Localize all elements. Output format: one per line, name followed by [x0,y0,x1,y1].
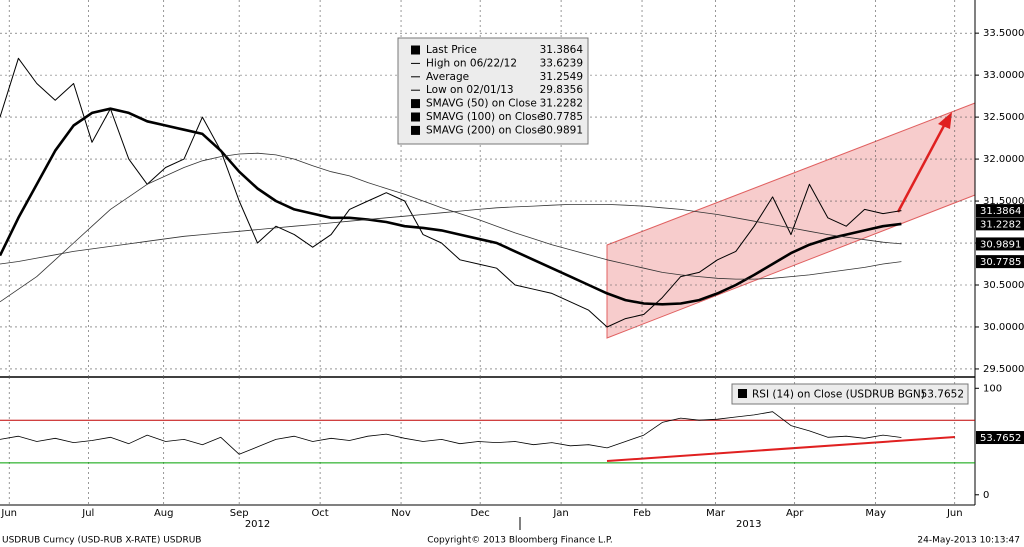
arrow [896,119,949,213]
legend-swatch [411,125,420,135]
x-tick-label: May [865,508,886,519]
legend-label: Low on 02/01/13 [426,84,514,96]
footer-center: Copyright© 2013 Bloomberg Finance L.P. [427,536,612,546]
x-tick-label: Sep [230,508,249,519]
x-tick-label: Apr [786,508,804,519]
value-badge-label: 31.3864 [980,206,1021,217]
rsi-trend-line [606,436,956,462]
y-tick-label: 32.0000 [983,154,1024,165]
value-badge-label: 31.2282 [980,219,1021,230]
legend-value: 30.7785 [540,111,583,123]
value-badge [976,217,1024,231]
series-line [0,57,902,328]
legend-box [731,383,969,405]
y-tick-label: 30.0000 [983,322,1024,333]
legend-label: SMAVG (50) on Close [426,98,537,110]
x-tick-label: Feb [633,508,651,519]
value-badge [976,431,1024,445]
legend-value: 31.2282 [540,98,583,110]
x-tick-label: Aug [154,508,174,519]
x-tick-label: Mar [706,508,726,519]
y-tick-label: 29.5000 [983,364,1024,375]
series-line [0,107,902,306]
series-line [0,411,902,455]
legend-swatch [411,112,420,122]
value-badge-label: 30.9891 [980,239,1021,250]
x-tick-label: Dec [470,508,489,519]
x-year-label: 2013 [736,519,761,530]
footer-right: 24-May-2013 10:13:47 [917,536,1020,546]
footer-left: USDRUB Curncy (USD-RUB X-RATE) USDRUB [2,536,201,546]
legend-swatch [738,389,747,398]
legend-value: 31.2549 [540,71,583,83]
value-badge-label: 30.7785 [980,257,1021,268]
y-tick-label: 0 [983,490,989,501]
x-tick-label: Jun [946,508,963,519]
rsi-legend: RSI (14) on Close (USDRUB BGN) 53.7652 [731,383,969,405]
y-tick-label: 33.0000 [983,70,1024,81]
y-tick-label: 31.5000 [983,196,1024,207]
legend-label: SMAVG (200) on Close [426,124,543,136]
legend-value: 33.6239 [540,57,583,69]
legend-value: 30.9891 [540,124,583,136]
legend-swatch [411,99,420,109]
series-line [0,204,902,265]
legend-label: High on 06/22/12 [426,57,517,69]
plots: 29.500030.000030.500031.000031.500032.00… [0,0,1024,505]
value-badge [976,255,1024,269]
x-tick-label: Nov [391,508,411,519]
legend-label: SMAVG (100) on Close [426,111,543,123]
legend-value: 31.3864 [540,44,584,56]
y-tick-label: 100 [983,383,1002,394]
y-tick-label: 32.5000 [983,112,1024,123]
legend: Last Price 31.3864 High on 06/22/12 33.6239… [397,37,589,145]
legend-label: Average [426,71,469,83]
series-line [0,152,902,303]
value-badge [976,237,1024,251]
x-tick-label: Jul [81,508,94,519]
y-tick-label: 30.5000 [983,280,1024,291]
legend-value: 53.7652 [921,389,964,401]
legend-box [397,37,589,145]
arrow-head [938,112,952,129]
legend-label: Last Price [426,44,477,56]
y-tick-label: 33.5000 [983,28,1024,39]
x-tick-label: Oct [311,508,328,519]
x-tick-label: Jun [0,508,17,519]
legend-label: RSI (14) on Close (USDRUB BGN) [752,389,925,401]
legend-value: 29.8356 [540,84,584,96]
value-badge [976,204,1024,218]
x-tick-label: Jan [552,508,568,519]
legend-swatch [411,45,420,55]
x-year-label: 2012 [245,519,270,530]
value-badge-label: 53.7652 [980,433,1021,444]
